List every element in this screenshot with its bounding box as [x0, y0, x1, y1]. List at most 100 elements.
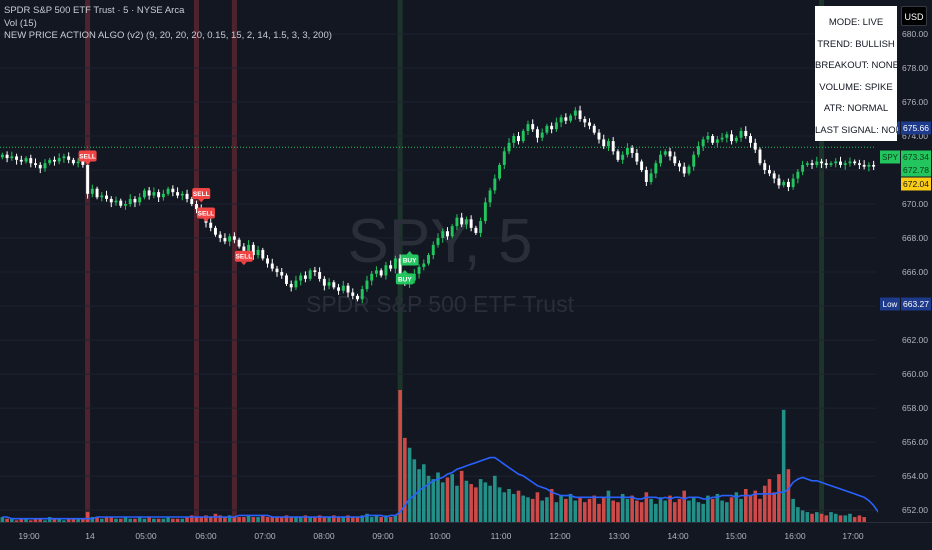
- volume-indicator-label[interactable]: Vol (15): [4, 17, 37, 29]
- volume-bar: [237, 517, 241, 522]
- candle: [360, 289, 364, 300]
- volume-bar: [455, 485, 459, 522]
- volume-bar: [663, 500, 668, 522]
- algo-indicator-label[interactable]: NEW PRICE ACTION ALGO (v2) (9, 20, 20, 2…: [4, 30, 332, 41]
- candle: [474, 227, 478, 233]
- candle: [512, 136, 516, 143]
- volume-bar: [360, 515, 365, 522]
- volume-bar: [715, 493, 720, 522]
- candle: [38, 164, 42, 169]
- volume-bar: [355, 517, 360, 522]
- price-tick-label: 674.00: [902, 131, 928, 141]
- candle: [393, 258, 397, 269]
- volume-bar: [199, 517, 204, 522]
- volume-bar: [142, 518, 147, 522]
- volume-bar: [852, 517, 857, 522]
- volume-bar: [137, 517, 142, 522]
- volume-bar: [33, 518, 38, 522]
- signal-sell[interactable]: SELL: [192, 187, 211, 203]
- candle: [801, 164, 805, 172]
- time-axis[interactable]: [0, 522, 932, 550]
- volume-bar: [592, 495, 597, 522]
- candle: [0, 154, 4, 158]
- volume-bar: [507, 489, 511, 522]
- candle: [507, 142, 511, 152]
- volume-bar: [762, 485, 767, 522]
- candle: [412, 273, 416, 281]
- candle: [843, 163, 847, 165]
- signal-sell[interactable]: SELL: [78, 150, 97, 166]
- candle: [758, 149, 762, 164]
- volume-bar: [493, 475, 497, 522]
- candle: [460, 217, 464, 225]
- volume-bar: [796, 507, 800, 522]
- volume-bar: [696, 502, 701, 522]
- price-tick-label: 654.00: [902, 471, 928, 481]
- signal-sell[interactable]: SELL: [234, 250, 253, 266]
- signal-sell[interactable]: SELL: [196, 207, 215, 222]
- price-badge-label-box: [880, 297, 900, 311]
- volume-bar: [474, 487, 478, 522]
- signal-buy[interactable]: BUY: [400, 251, 419, 266]
- candle: [867, 164, 871, 167]
- candle: [649, 173, 653, 182]
- signal-pointer: [198, 198, 205, 203]
- candle: [337, 287, 341, 291]
- candle: [611, 141, 615, 152]
- volume-bar: [147, 517, 151, 522]
- candle: [157, 192, 161, 198]
- price-badge-value: 663.27: [903, 299, 929, 309]
- candle: [147, 190, 151, 196]
- price-badge-label-box: [880, 150, 900, 164]
- candle: [635, 153, 639, 162]
- volume-bar: [275, 517, 279, 522]
- candle: [422, 263, 426, 267]
- volume-bar: [791, 498, 795, 522]
- volume-bar: [743, 489, 748, 522]
- price-tick-label: 680.00: [902, 29, 928, 39]
- volume-bar: [777, 474, 781, 522]
- candle: [280, 272, 284, 276]
- candle: [479, 221, 483, 233]
- volume-bar: [511, 493, 516, 522]
- currency-button[interactable]: USD: [901, 6, 927, 26]
- volume-bar: [232, 517, 237, 522]
- volume-bar: [739, 498, 743, 522]
- volume-bar: [469, 484, 473, 522]
- volume-bar: [71, 518, 76, 522]
- symbol-title[interactable]: SPDR S&P 500 ETF Trust · 5 · NYSE Arca: [4, 5, 185, 16]
- candle: [180, 193, 184, 196]
- volume-bar: [630, 495, 634, 522]
- volume-bar: [654, 503, 658, 522]
- price-badge-box: [901, 150, 931, 164]
- volume-bar: [336, 517, 341, 522]
- volume-bar: [90, 517, 95, 522]
- volume-bar: [123, 517, 128, 522]
- candle: [706, 136, 710, 140]
- signal-buy[interactable]: BUY: [395, 269, 414, 285]
- volume-bar: [672, 502, 677, 522]
- candle: [5, 154, 9, 159]
- volume-bar: [786, 469, 791, 522]
- volume-bar: [639, 502, 644, 522]
- candle: [446, 231, 449, 237]
- volume-bar: [815, 512, 819, 522]
- candle: [848, 161, 852, 164]
- candle: [625, 147, 629, 155]
- volume-bar: [564, 498, 568, 522]
- signal-pointer: [202, 218, 209, 222]
- volume-bar: [85, 512, 90, 522]
- volume-bar: [270, 517, 275, 522]
- status-mode: MODE: LIVE: [828, 17, 884, 28]
- candle: [10, 156, 14, 159]
- price-badge-value: 672.04: [903, 179, 929, 189]
- candle: [161, 193, 165, 198]
- candle: [687, 166, 691, 174]
- candle: [213, 227, 217, 235]
- price-badge-box: [901, 177, 931, 191]
- volume-bar: [332, 515, 336, 522]
- volume-bar: [549, 489, 554, 522]
- volume-bar: [223, 517, 227, 522]
- candle: [370, 273, 374, 281]
